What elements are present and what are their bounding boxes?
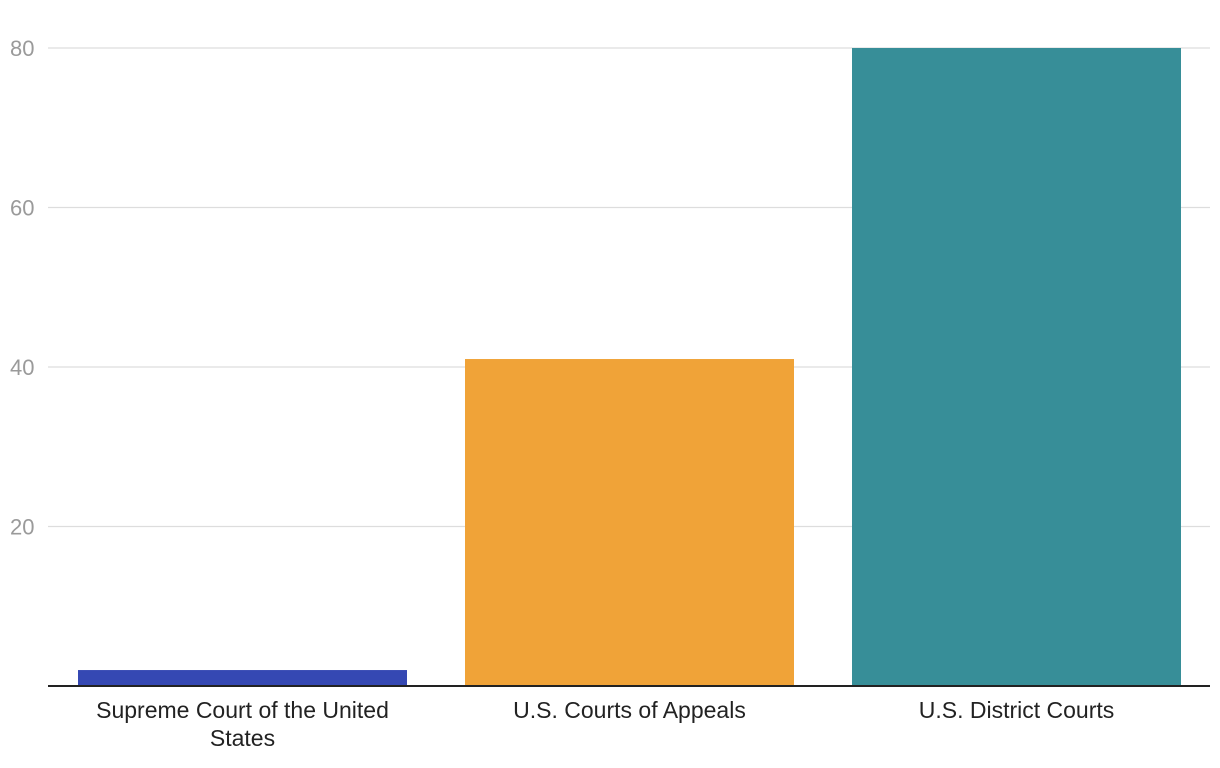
bar-2[interactable]: [852, 48, 1181, 686]
x-category-label-line: States: [210, 725, 275, 751]
x-category-label: U.S. Courts of Appeals: [513, 697, 746, 723]
y-tick-label: 60: [10, 196, 34, 221]
y-tick-label: 40: [10, 355, 34, 380]
bar-1[interactable]: [465, 359, 794, 686]
x-category-label-line: U.S. District Courts: [919, 697, 1115, 723]
x-category-label-line: U.S. Courts of Appeals: [513, 697, 746, 723]
x-axis-labels: Supreme Court of the United States U.S. Co…: [96, 697, 1114, 751]
y-tick-label: 20: [10, 515, 34, 540]
x-category-label: U.S. District Courts: [919, 697, 1115, 723]
bars: [78, 48, 1181, 686]
bar-0[interactable]: [78, 670, 407, 686]
y-axis-ticks: 20 40 60 80: [10, 36, 34, 540]
x-category-label-line: Supreme Court of the United: [96, 697, 389, 723]
y-tick-label: 80: [10, 36, 34, 61]
x-category-label: Supreme Court of the United States: [96, 697, 389, 751]
